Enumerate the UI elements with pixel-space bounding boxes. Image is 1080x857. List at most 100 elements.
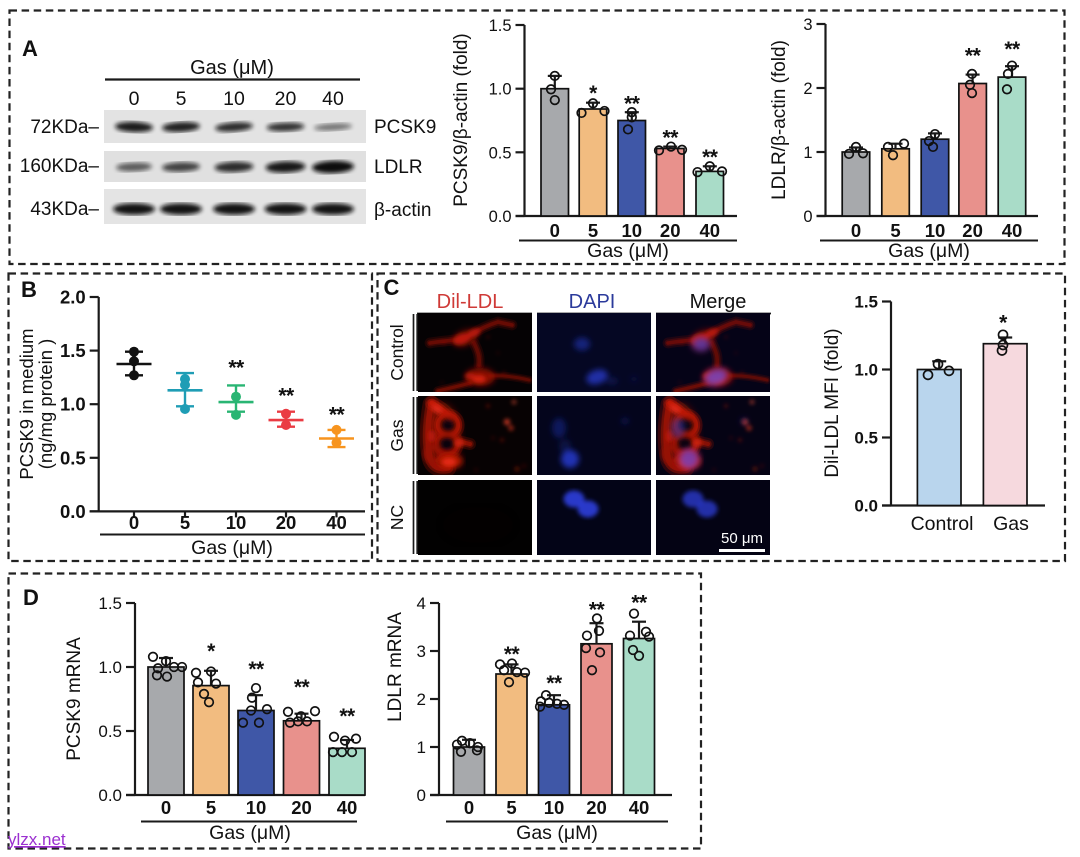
svg-text:PCSK9 mRNA: PCSK9 mRNA (64, 637, 85, 761)
svg-text:**: ** (1004, 38, 1021, 61)
svg-text:40: 40 (700, 220, 721, 241)
svg-text:40: 40 (1002, 220, 1023, 241)
svg-text:0: 0 (161, 797, 171, 818)
svg-text:**: ** (329, 404, 346, 427)
svg-text:C: C (384, 275, 400, 300)
svg-text:0.5: 0.5 (98, 722, 122, 741)
svg-text:Gas (μM): Gas (μM) (888, 240, 970, 262)
svg-text:1.0: 1.0 (854, 361, 878, 380)
svg-text:40: 40 (322, 88, 344, 110)
svg-text:PCSK9/β-actin (fold): PCSK9/β-actin (fold) (451, 33, 472, 207)
svg-text:40: 40 (326, 512, 347, 533)
svg-text:**: ** (228, 357, 245, 380)
svg-text:**: ** (589, 598, 606, 621)
svg-text:20: 20 (962, 220, 983, 241)
svg-text:40: 40 (629, 797, 650, 818)
svg-text:1.5: 1.5 (60, 340, 86, 361)
svg-text:10: 10 (544, 797, 565, 818)
svg-text:**: ** (702, 146, 719, 169)
svg-text:10: 10 (226, 512, 247, 533)
svg-text:20: 20 (660, 220, 681, 241)
svg-text:Gas (μM): Gas (μM) (191, 537, 273, 559)
svg-text:3: 3 (803, 16, 812, 34)
svg-text:ylzx.net: ylzx.net (8, 830, 66, 849)
svg-text:0.0: 0.0 (489, 208, 512, 226)
svg-text:0: 0 (129, 512, 139, 533)
svg-text:10: 10 (246, 797, 267, 818)
svg-text:5: 5 (180, 512, 190, 533)
svg-text:1.0: 1.0 (60, 394, 86, 415)
svg-text:Gas (μM): Gas (μM) (190, 57, 274, 79)
svg-text:*: * (589, 82, 598, 105)
svg-text:Gas (μM): Gas (μM) (516, 822, 598, 844)
svg-text:LDLR: LDLR (374, 157, 423, 178)
svg-text:4: 4 (417, 594, 426, 613)
svg-text:0: 0 (464, 797, 474, 818)
svg-text:1: 1 (803, 144, 812, 162)
svg-text:Gas (μM): Gas (μM) (587, 240, 669, 262)
svg-text:1.5: 1.5 (98, 594, 122, 613)
svg-text:D: D (23, 585, 39, 610)
svg-text:72KDa–: 72KDa– (30, 117, 99, 138)
svg-text:5: 5 (176, 88, 187, 110)
svg-text:2: 2 (417, 690, 426, 709)
svg-text:3: 3 (417, 642, 426, 661)
svg-text:**: ** (631, 592, 648, 615)
svg-text:*: * (207, 640, 216, 663)
svg-text:Control: Control (387, 324, 407, 380)
svg-text:**: ** (339, 705, 356, 728)
svg-text:40: 40 (337, 797, 358, 818)
svg-text:0.5: 0.5 (60, 447, 86, 468)
svg-text:**: ** (504, 643, 521, 666)
svg-text:LDLR/β-actin (fold): LDLR/β-actin (fold) (769, 40, 790, 200)
svg-text:50 μm: 50 μm (721, 530, 763, 547)
svg-text:0: 0 (851, 220, 861, 241)
svg-text:**: ** (663, 127, 680, 150)
svg-text:Dil-LDL MFI (fold): Dil-LDL MFI (fold) (822, 328, 843, 477)
svg-text:160KDa–: 160KDa– (20, 156, 100, 177)
svg-text:Gas: Gas (387, 419, 407, 451)
svg-text:**: ** (965, 44, 982, 67)
svg-text:0: 0 (129, 88, 140, 110)
svg-text:5: 5 (506, 797, 516, 818)
svg-text:B: B (21, 277, 37, 302)
svg-text:*: * (999, 312, 1008, 335)
svg-text:DAPI: DAPI (569, 291, 616, 313)
svg-text:Control: Control (911, 513, 974, 535)
svg-text:43KDa–: 43KDa– (30, 199, 99, 220)
svg-text:**: ** (278, 385, 295, 408)
svg-text:PCSK9: PCSK9 (374, 117, 436, 138)
svg-text:(ng/mg protein ): (ng/mg protein ) (35, 339, 56, 470)
svg-text:β-actin: β-actin (374, 200, 431, 221)
svg-text:**: ** (248, 658, 265, 681)
svg-text:20: 20 (291, 797, 312, 818)
svg-text:Dil-LDL: Dil-LDL (437, 291, 504, 313)
svg-text:1.0: 1.0 (98, 658, 122, 677)
svg-text:5: 5 (890, 220, 900, 241)
svg-text:10: 10 (925, 220, 946, 241)
svg-text:5: 5 (206, 797, 216, 818)
svg-text:2: 2 (803, 80, 812, 98)
svg-text:20: 20 (275, 88, 297, 110)
svg-text:0.5: 0.5 (854, 429, 878, 448)
svg-text:Merge: Merge (690, 291, 747, 313)
svg-text:0: 0 (417, 786, 426, 805)
svg-text:20: 20 (276, 512, 297, 533)
svg-text:A: A (22, 36, 38, 61)
svg-text:0.0: 0.0 (60, 501, 86, 522)
svg-text:1.5: 1.5 (854, 293, 878, 312)
svg-text:PCSK9 in medium: PCSK9 in medium (16, 328, 37, 479)
svg-text:20: 20 (586, 797, 607, 818)
svg-text:10: 10 (622, 220, 643, 241)
svg-text:Gas: Gas (993, 513, 1029, 535)
svg-text:0: 0 (803, 208, 812, 226)
svg-text:0: 0 (550, 220, 560, 241)
svg-text:5: 5 (588, 220, 598, 241)
svg-text:Gas (μM): Gas (μM) (209, 822, 291, 844)
svg-text:**: ** (546, 672, 563, 695)
svg-text:2.0: 2.0 (60, 287, 86, 308)
svg-text:0.5: 0.5 (489, 144, 512, 162)
svg-text:10: 10 (223, 88, 245, 110)
svg-text:**: ** (294, 676, 311, 699)
svg-text:0.0: 0.0 (98, 786, 122, 805)
